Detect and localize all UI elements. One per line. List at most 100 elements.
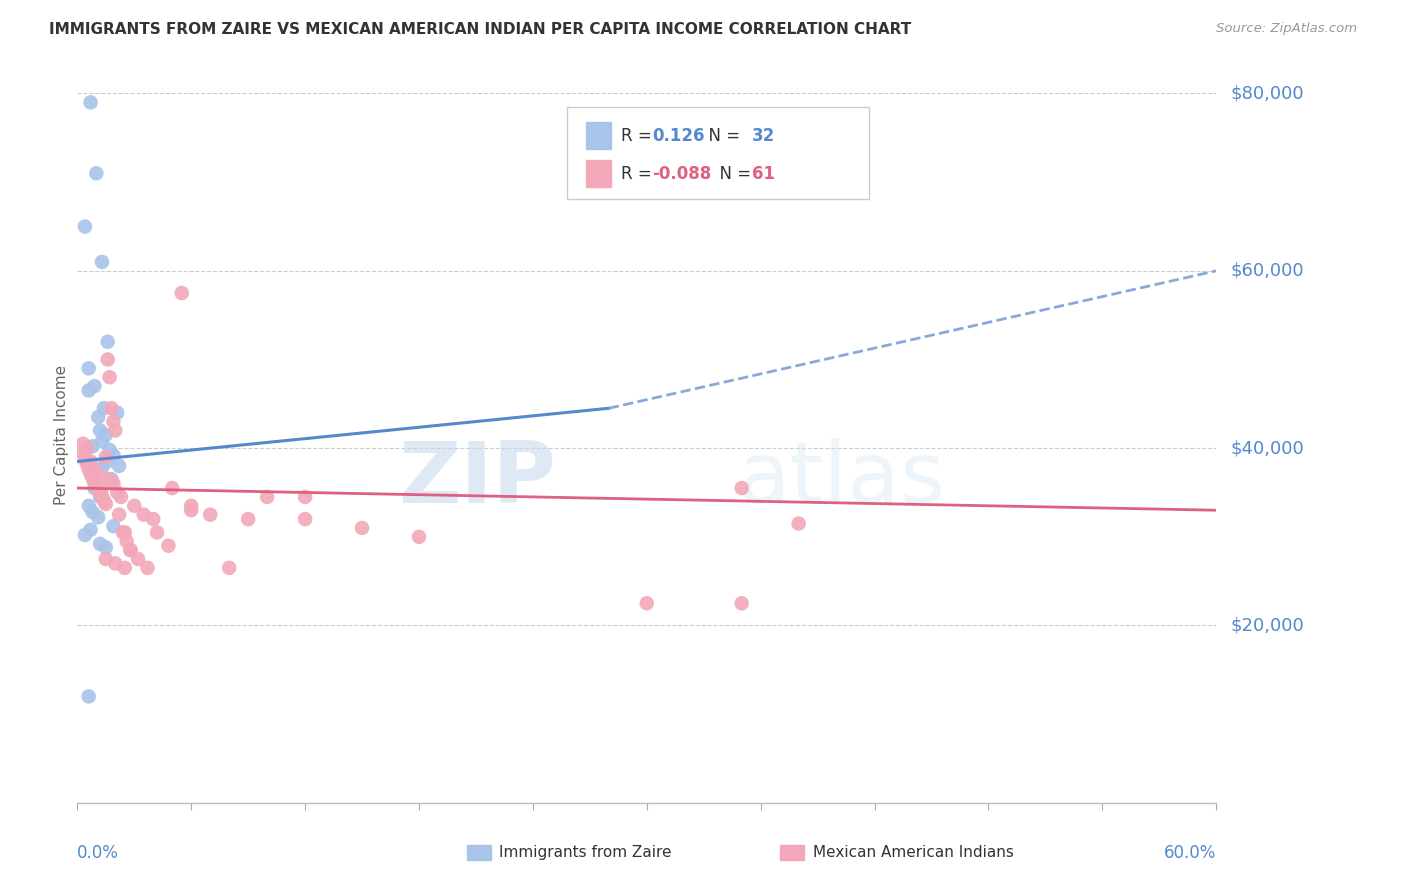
Point <box>87 510 110 524</box>
Point <box>77 499 100 513</box>
Text: 60.0%: 60.0% <box>1164 845 1216 863</box>
Point <box>91 460 114 475</box>
Point <box>256 490 278 504</box>
Point <box>105 406 128 420</box>
Point <box>83 481 105 495</box>
Point <box>103 519 125 533</box>
Point <box>82 439 104 453</box>
Point <box>94 541 117 555</box>
Point <box>218 561 240 575</box>
Point <box>77 384 100 398</box>
Text: $20,000: $20,000 <box>1230 616 1303 634</box>
Point <box>83 475 105 490</box>
Point <box>72 445 94 459</box>
Point <box>731 481 754 495</box>
Point <box>110 490 132 504</box>
Point <box>157 539 180 553</box>
Point <box>77 462 100 476</box>
Point <box>76 441 98 455</box>
Point <box>146 525 169 540</box>
Text: 32: 32 <box>752 127 775 145</box>
Point <box>98 442 121 457</box>
Point <box>731 596 754 610</box>
Point <box>136 561 159 575</box>
Point <box>408 530 430 544</box>
Point <box>87 483 110 497</box>
Point <box>79 95 101 110</box>
Point <box>104 424 127 438</box>
Point <box>105 485 128 500</box>
Point <box>79 523 101 537</box>
Point <box>77 361 100 376</box>
Text: N =: N = <box>710 165 756 183</box>
Point <box>120 543 142 558</box>
Point <box>103 476 125 491</box>
Point <box>114 561 136 575</box>
Point <box>83 379 105 393</box>
Point <box>98 472 121 486</box>
Point <box>114 525 136 540</box>
Point <box>97 454 120 468</box>
Text: $80,000: $80,000 <box>1230 85 1303 103</box>
Point <box>73 528 96 542</box>
Point <box>636 596 658 610</box>
Bar <box>586 161 612 187</box>
Point <box>98 370 121 384</box>
Text: atlas: atlas <box>738 437 946 521</box>
Point <box>79 454 101 468</box>
Point <box>170 285 193 300</box>
Point <box>352 521 374 535</box>
Point <box>73 451 96 466</box>
Text: N =: N = <box>697 127 745 145</box>
Point <box>94 497 117 511</box>
Point <box>127 552 149 566</box>
Point <box>103 415 125 429</box>
Point <box>142 512 165 526</box>
Point <box>89 537 111 551</box>
Point <box>79 467 101 481</box>
Point <box>200 508 222 522</box>
Point <box>124 499 146 513</box>
Point <box>93 401 115 416</box>
Text: $40,000: $40,000 <box>1230 439 1303 457</box>
Point <box>89 424 111 438</box>
Point <box>72 436 94 450</box>
Text: -0.088: -0.088 <box>652 165 711 183</box>
Text: R =: R = <box>620 165 657 183</box>
Text: 0.0%: 0.0% <box>77 845 120 863</box>
Point <box>82 471 104 485</box>
Point <box>108 508 131 522</box>
Point <box>86 166 108 180</box>
Text: $60,000: $60,000 <box>1230 262 1303 280</box>
Text: 61: 61 <box>752 165 775 183</box>
Bar <box>780 845 804 860</box>
Point <box>91 255 114 269</box>
Point <box>94 427 117 442</box>
Point <box>89 486 111 500</box>
Point <box>91 434 114 448</box>
Point <box>104 557 127 571</box>
Point <box>120 543 142 558</box>
Point <box>89 490 111 504</box>
Point <box>87 410 110 425</box>
Bar <box>586 122 612 149</box>
Point <box>91 490 114 504</box>
Bar <box>467 845 491 860</box>
Point <box>111 525 134 540</box>
Point <box>180 503 202 517</box>
Point <box>97 334 120 349</box>
Point <box>787 516 810 531</box>
Text: ZIP: ZIP <box>398 437 555 521</box>
Point <box>294 490 316 504</box>
Text: 0.126: 0.126 <box>652 127 704 145</box>
Point <box>83 463 105 477</box>
Point <box>100 472 122 486</box>
Point <box>108 458 131 473</box>
Point <box>100 401 122 416</box>
Point <box>87 467 110 482</box>
Text: Source: ZipAtlas.com: Source: ZipAtlas.com <box>1216 22 1357 36</box>
Point <box>86 479 108 493</box>
Point <box>91 481 114 495</box>
Point <box>180 499 202 513</box>
Point <box>103 448 125 462</box>
